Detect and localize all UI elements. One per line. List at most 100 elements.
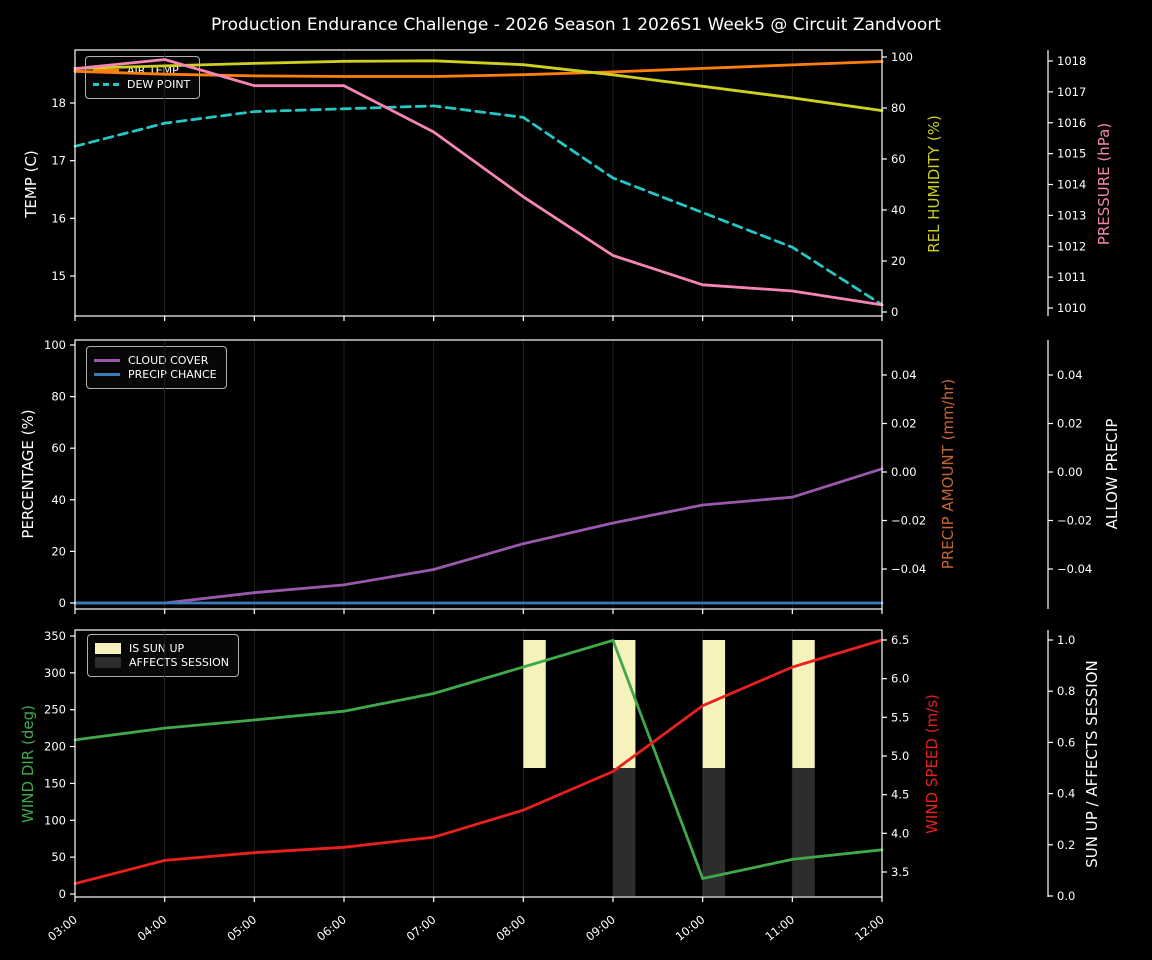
legend-label: AIR TEMP [127, 64, 179, 77]
y-tick-label: 1015 [1057, 147, 1086, 161]
axis-label-percentage: PERCENTAGE (%) [19, 409, 37, 539]
affects-session-bar [702, 768, 726, 896]
y-tick-label: 1017 [1057, 85, 1086, 99]
x-tick-label: 07:00 [404, 912, 439, 943]
y-tick-label: 200 [44, 740, 66, 754]
y-tick-label: 100 [891, 50, 913, 64]
y-tick-label: 1010 [1057, 301, 1086, 315]
y-tick-label: 0.04 [1057, 368, 1083, 382]
y-tick-label: 0 [891, 305, 898, 319]
legend-label: PRECIP CHANCE [128, 368, 217, 381]
y-tick-label: 100 [44, 338, 66, 352]
legend-percentage-panel: CLOUD COVER PRECIP CHANCE [86, 346, 227, 389]
y-tick-label: 5.5 [891, 710, 909, 724]
x-tick-label: 08:00 [493, 912, 528, 943]
y-tick-label: −0.04 [891, 562, 926, 576]
y-tick-label: 20 [891, 254, 906, 268]
legend-label: CLOUD COVER [128, 354, 209, 367]
legend-label: AFFECTS SESSION [129, 656, 230, 669]
y-tick-label: 250 [44, 703, 66, 717]
legend-item: DEW POINT [93, 79, 190, 90]
y-tick-label: 0.00 [1057, 465, 1083, 479]
axis-label-precip-amount: PRECIP AMOUNT (mm/hr) [939, 378, 957, 570]
legend-item: CLOUD COVER [94, 355, 217, 366]
legend-label: DEW POINT [127, 78, 191, 91]
y-tick-label: 50 [51, 850, 66, 864]
legend-label: IS SUN UP [129, 642, 185, 655]
x-tick-label: 09:00 [583, 912, 618, 943]
x-tick-label: 06:00 [314, 912, 349, 943]
legend-item: AIR TEMP [93, 65, 190, 76]
x-tick-label: 05:00 [224, 912, 259, 943]
y-tick-label: 1016 [1057, 116, 1086, 130]
axis-label-wind-speed: WIND SPEED (m/s) [923, 694, 941, 834]
axis-label-temp: TEMP (C) [22, 150, 40, 218]
legend-swatch-precip-chance [94, 373, 120, 376]
legend-swatch-cloud-cover [94, 359, 120, 362]
is-sun-up-bar [792, 640, 815, 768]
axis-label-pressure: PRESSURE (hPa) [1095, 122, 1113, 246]
y-tick-label: −0.02 [1057, 514, 1092, 528]
is-sun-up-bar [702, 640, 726, 768]
x-tick-label: 11:00 [762, 912, 797, 943]
y-tick-label: 60 [891, 152, 906, 166]
y-tick-label: 0.8 [1057, 684, 1075, 698]
y-tick-label: 1018 [1057, 54, 1086, 68]
y-tick-label: 80 [891, 101, 906, 115]
x-tick-label: 10:00 [673, 912, 708, 943]
y-tick-label: 16 [51, 211, 66, 225]
legend-wind-panel: IS SUN UP AFFECTS SESSION [87, 634, 240, 677]
y-tick-label: 0.0 [1057, 889, 1075, 903]
y-tick-label: 350 [44, 629, 66, 643]
y-tick-label: 0.4 [1057, 787, 1075, 801]
legend-temp-panel: AIR TEMP DEW POINT [85, 56, 201, 99]
affects-session-bar [792, 768, 815, 896]
y-tick-label: 40 [891, 203, 906, 217]
y-tick-label: 60 [51, 441, 66, 455]
y-tick-label: 0.6 [1057, 735, 1075, 749]
y-tick-label: 40 [51, 493, 66, 507]
y-tick-label: 100 [44, 813, 66, 827]
legend-swatch-is-sun-up [95, 643, 121, 654]
y-tick-label: 20 [51, 544, 66, 558]
is-sun-up-bar [523, 640, 546, 768]
x-tick-label: 03:00 [45, 912, 80, 943]
y-tick-label: 1013 [1057, 208, 1086, 222]
y-tick-label: 1.0 [1057, 633, 1075, 647]
legend-item: PRECIP CHANCE [94, 369, 217, 380]
y-tick-label: 5.0 [891, 749, 909, 763]
y-tick-label: 15 [51, 269, 66, 283]
x-tick-label: 12:00 [852, 912, 887, 943]
y-tick-label: 4.5 [891, 788, 909, 802]
legend-swatch-dew-point [93, 83, 119, 86]
y-tick-label: 1012 [1057, 239, 1086, 253]
y-tick-label: 0.04 [891, 368, 917, 382]
legend-swatch-air-temp [93, 69, 119, 72]
y-tick-label: 0 [59, 887, 66, 901]
axis-label-allow-precip: ALLOW PRECIP [1103, 418, 1121, 530]
legend-swatch-affects-session [95, 657, 121, 668]
y-tick-label: 80 [51, 390, 66, 404]
axis-label-rel-humidity: REL HUMIDITY (%) [925, 115, 943, 253]
y-tick-label: 0.00 [891, 465, 917, 479]
y-tick-label: 300 [44, 666, 66, 680]
x-tick-label: 04:00 [135, 912, 170, 943]
y-tick-label: 0.02 [891, 417, 917, 431]
legend-item: IS SUN UP [95, 643, 229, 654]
legend-item: AFFECTS SESSION [95, 657, 229, 668]
y-tick-label: 4.0 [891, 826, 909, 840]
y-tick-label: 6.0 [891, 672, 909, 686]
y-tick-label: −0.04 [1057, 562, 1092, 576]
y-tick-label: 0 [59, 596, 66, 610]
affects-session-bar [613, 768, 636, 896]
is-sun-up-bar [613, 640, 636, 768]
figure-title: Production Endurance Challenge - 2026 Se… [211, 15, 941, 35]
y-tick-label: 6.5 [891, 633, 909, 647]
y-tick-label: 3.5 [891, 865, 909, 879]
series-line-cloud-cover [73, 467, 884, 605]
y-tick-label: 1014 [1057, 178, 1086, 192]
axis-label-sun-up-affects-session: SUN UP / AFFECTS SESSION [1083, 660, 1101, 868]
y-tick-label: 150 [44, 776, 66, 790]
